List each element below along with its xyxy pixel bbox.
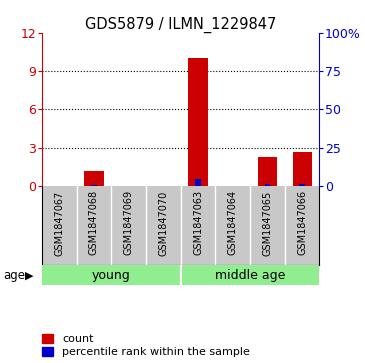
Text: age: age	[4, 269, 26, 282]
Text: middle age: middle age	[215, 269, 285, 282]
Text: GSM1847068: GSM1847068	[89, 190, 99, 256]
Bar	[299, 184, 305, 186]
Bar	[292, 152, 312, 186]
Text: GSM1847067: GSM1847067	[54, 190, 64, 256]
Bar	[188, 58, 208, 186]
Text: GSM1847066: GSM1847066	[297, 190, 307, 256]
Legend: count, percentile rank within the sample: count, percentile rank within the sample	[42, 334, 250, 358]
Text: GSM1847063: GSM1847063	[193, 190, 203, 256]
Bar	[258, 157, 277, 186]
Text: young: young	[92, 269, 131, 282]
Text: GSM1847070: GSM1847070	[158, 190, 168, 256]
Text: GSM1847065: GSM1847065	[262, 190, 272, 256]
Text: GSM1847064: GSM1847064	[228, 190, 238, 256]
Text: ▶: ▶	[25, 270, 33, 280]
Bar	[84, 171, 104, 186]
Bar	[195, 179, 201, 186]
Bar	[265, 184, 270, 186]
Text: GSM1847069: GSM1847069	[124, 190, 134, 256]
Bar	[91, 185, 97, 186]
Title: GDS5879 / ILMN_1229847: GDS5879 / ILMN_1229847	[85, 16, 276, 33]
